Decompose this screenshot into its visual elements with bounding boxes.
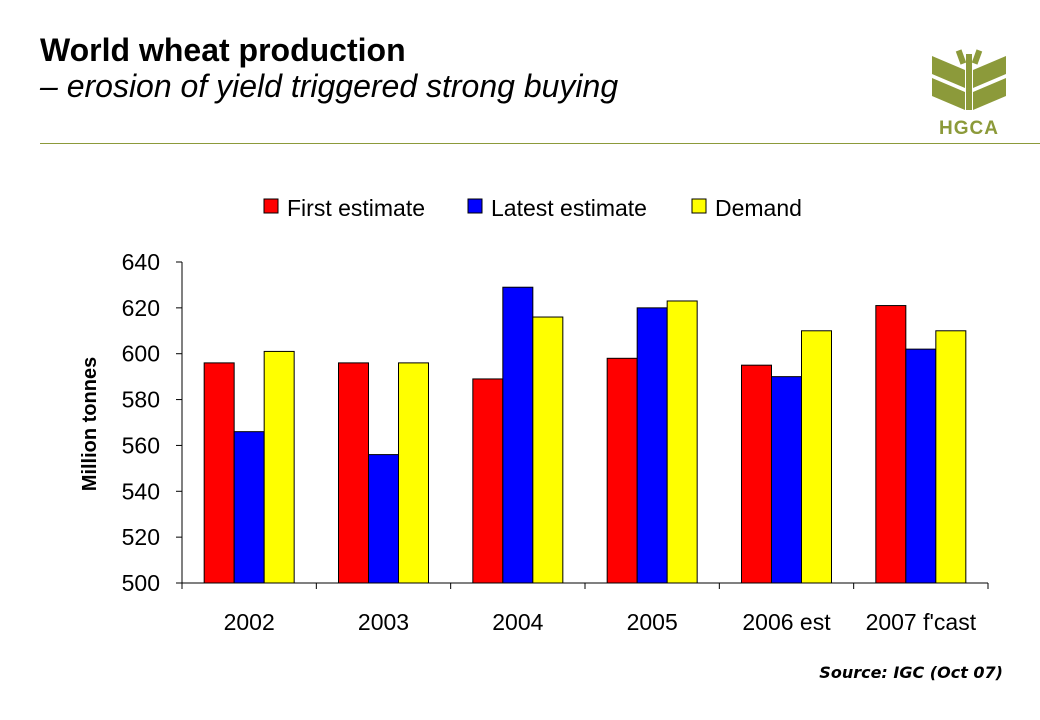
bar-first-estimate xyxy=(338,362,369,584)
y-tick-label: 600 xyxy=(122,341,160,367)
legend-label: Latest estimate xyxy=(491,195,647,221)
legend-swatch xyxy=(467,198,483,214)
bar-demand xyxy=(666,300,698,584)
x-tick-label: 2003 xyxy=(358,609,409,635)
bar-demand xyxy=(398,362,429,584)
slide-title: World wheat production xyxy=(40,32,406,68)
y-tick-label: 500 xyxy=(122,570,160,596)
bar-latest-estimate xyxy=(502,286,534,584)
source-note: Source: IGC (Oct 07) xyxy=(819,663,1003,682)
bar-demand xyxy=(532,316,564,584)
y-tick-label: 620 xyxy=(122,295,160,321)
bar-first-estimate xyxy=(741,364,772,584)
legend-label: Demand xyxy=(715,195,802,221)
bar-demand xyxy=(935,330,967,584)
y-axis-title: Million tonnes xyxy=(79,357,101,491)
bar-latest-estimate xyxy=(771,376,802,584)
x-tick-label: 2007 f'cast xyxy=(866,609,977,635)
slide-subtitle: – erosion of yield triggered strong buyi… xyxy=(40,68,619,104)
bar-demand xyxy=(263,350,295,584)
y-tick-label: 520 xyxy=(122,524,160,550)
wheat-sheaf-icon xyxy=(932,49,1006,110)
x-tick-label: 2005 xyxy=(627,609,678,635)
bar-first-estimate xyxy=(472,378,504,584)
title-divider xyxy=(40,143,1040,144)
legend-swatch xyxy=(691,198,707,214)
legend-swatch xyxy=(263,198,279,214)
bar-first-estimate xyxy=(606,357,638,584)
y-tick-label: 640 xyxy=(122,249,160,275)
bar-first-estimate xyxy=(875,305,907,584)
logo-text: HGCA xyxy=(939,118,999,139)
x-tick-label: 2002 xyxy=(224,609,275,635)
bar-latest-estimate xyxy=(368,454,399,584)
bar-latest-estimate xyxy=(636,307,668,584)
bar-latest-estimate xyxy=(233,431,265,584)
x-tick-label: 2004 xyxy=(492,609,543,635)
bar-demand xyxy=(801,330,832,584)
bar-first-estimate xyxy=(203,362,235,584)
y-tick-label: 560 xyxy=(122,432,160,458)
y-tick-label: 580 xyxy=(122,387,160,413)
legend-label: First estimate xyxy=(287,195,425,221)
bar-latest-estimate xyxy=(905,348,937,584)
y-tick-label: 540 xyxy=(122,478,160,504)
x-tick-label: 2006 est xyxy=(742,609,831,635)
hgca-logo: HGCA xyxy=(932,49,1006,139)
